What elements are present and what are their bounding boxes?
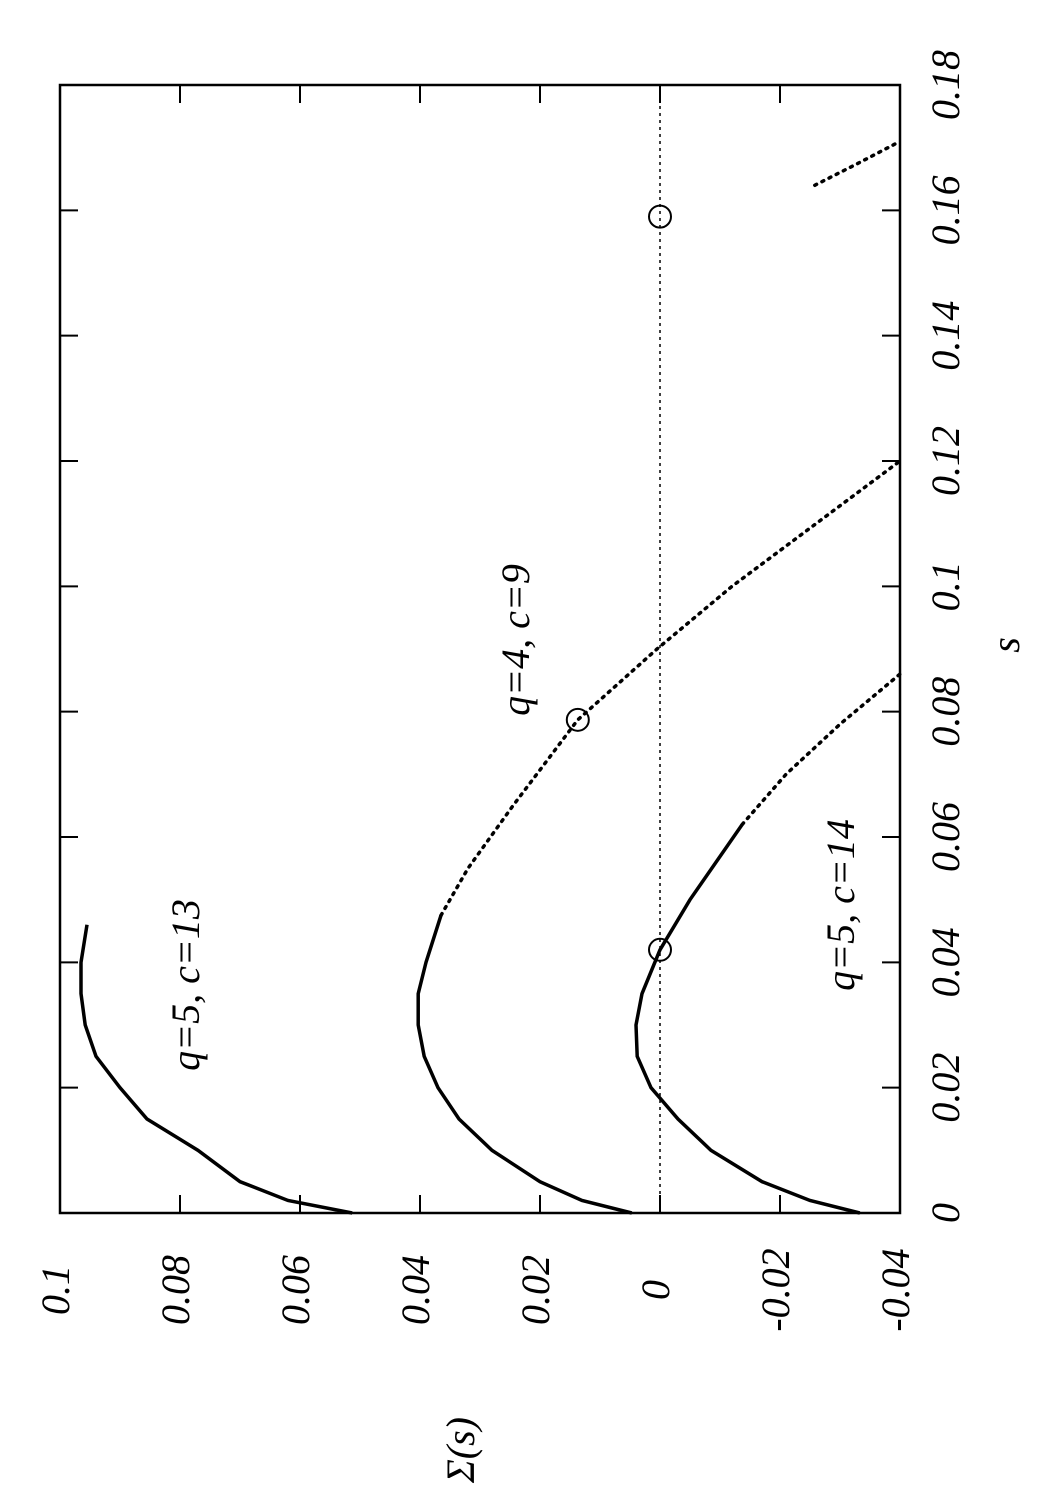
y-axis-label: Σ(s) [438,1417,483,1484]
curve [439,459,902,918]
curve [740,672,902,827]
marker [565,707,590,732]
curve [813,139,902,188]
curve [79,924,353,1215]
x-tick-label: 0 [923,1203,968,1223]
x-tick-label: 0.1 [923,561,968,611]
x-tick-label: 0.02 [923,1053,968,1123]
annotation: q=5, c=13 [163,899,208,1071]
x-tick-label: 0.06 [923,802,968,872]
curve [416,914,633,1215]
x-tick-label: 0.18 [923,50,968,120]
y-tick-label: 0.1 [33,1265,78,1315]
y-tick-label: 0.04 [393,1255,438,1325]
x-axis-label: s [983,637,1028,653]
annotation: q=5, c=14 [818,819,863,991]
plot-frame [58,83,902,1215]
y-tick-label: 0.06 [273,1255,318,1325]
marker [648,937,672,962]
annotation: q=4, c=9 [493,564,538,716]
x-tick-label: 0.12 [923,426,968,496]
x-tick-label: 0.14 [923,301,968,371]
marker [648,204,672,229]
x-tick-label: 0.16 [923,175,968,245]
curve [634,823,861,1215]
y-tick-label: 0.08 [153,1255,198,1325]
y-tick-label: -0.04 [873,1248,918,1331]
y-tick-label: 0 [633,1280,678,1300]
x-tick-label: 0.08 [923,677,968,747]
y-tick-label: -0.02 [753,1248,798,1331]
x-tick-label: 0.04 [923,927,968,997]
y-tick-label: 0.02 [513,1255,558,1325]
